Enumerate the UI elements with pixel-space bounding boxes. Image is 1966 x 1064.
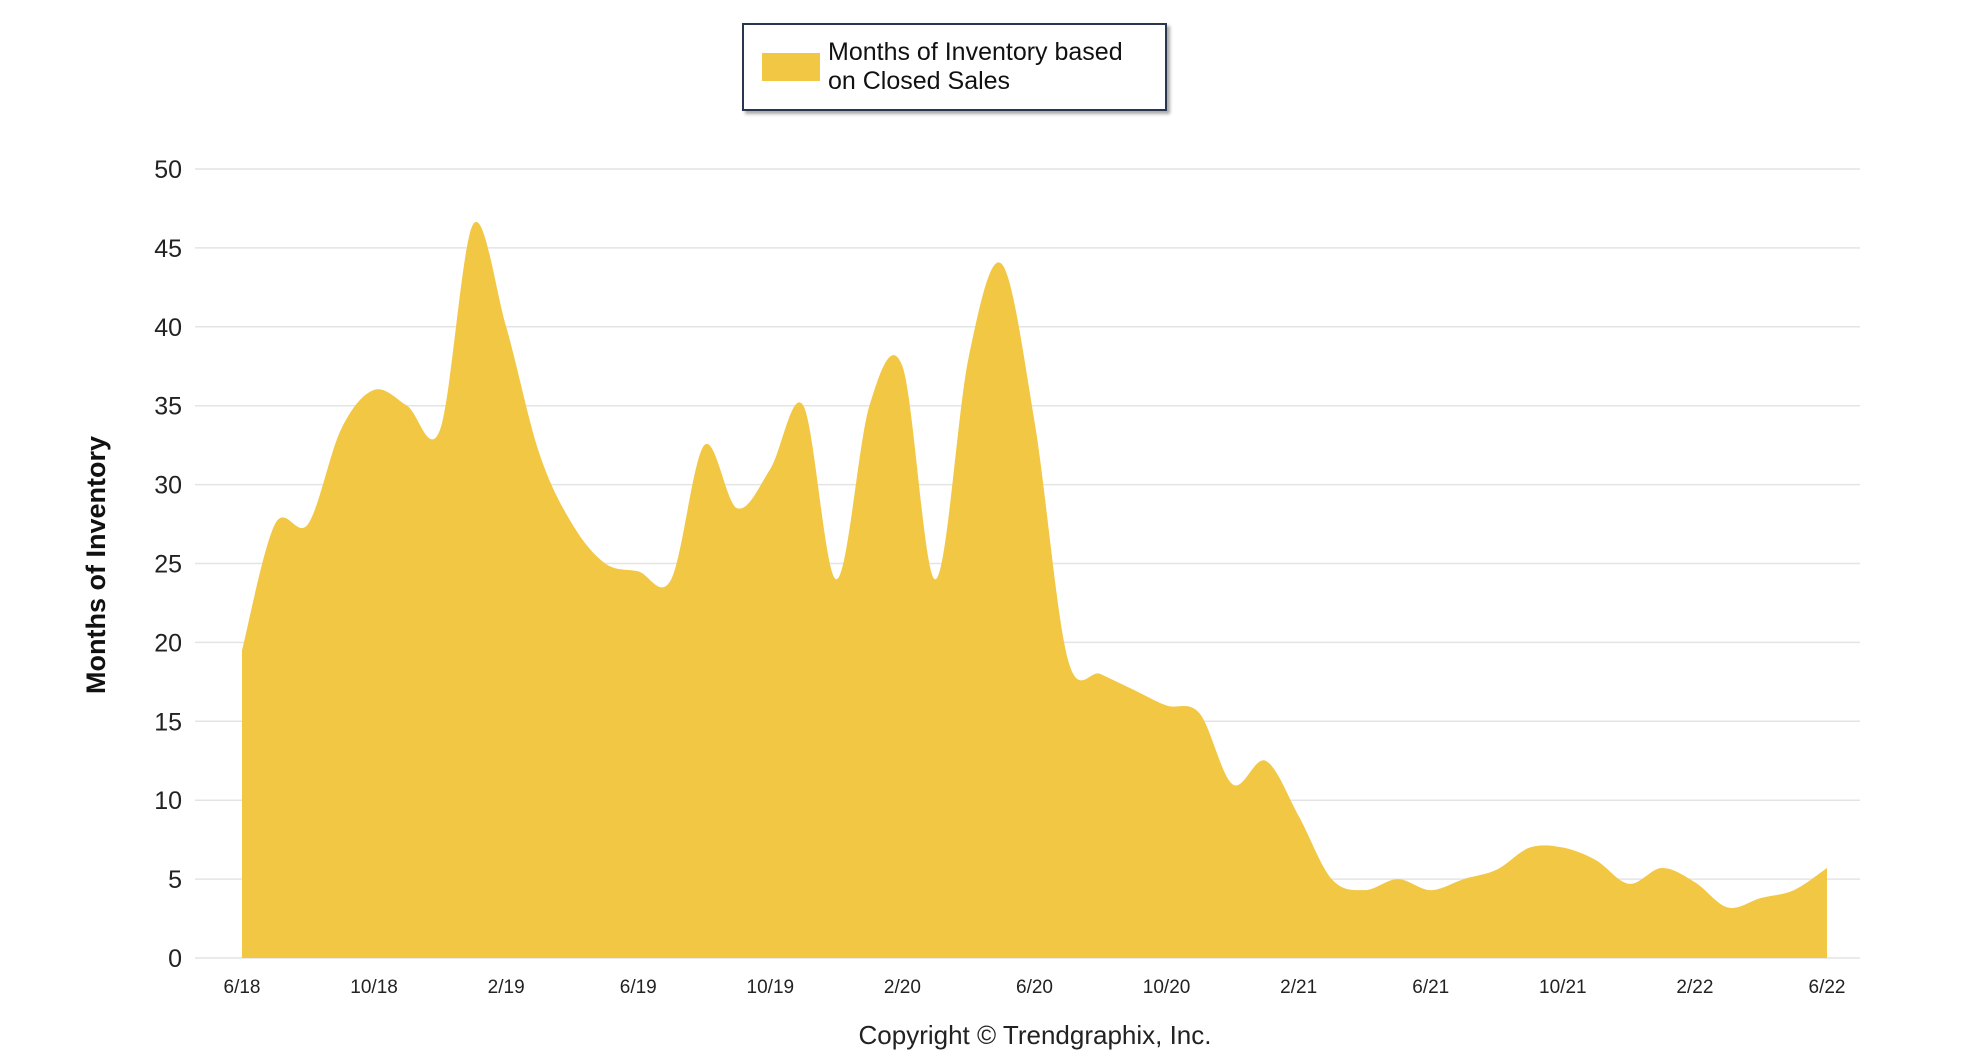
x-tick-label: 10/18 <box>350 977 398 998</box>
y-tick-label: 0 <box>168 945 182 973</box>
y-tick-label: 50 <box>154 156 182 184</box>
x-tick-label: 10/19 <box>747 977 795 998</box>
area <box>242 221 1827 958</box>
copyright: Copyright © Trendgraphix, Inc. <box>859 1020 1212 1050</box>
y-tick-label: 30 <box>154 472 182 500</box>
y-tick-label: 45 <box>154 235 182 263</box>
legend-swatch <box>762 53 820 81</box>
y-tick-label: 25 <box>154 551 182 579</box>
y-tick-label: 15 <box>154 708 182 736</box>
y-tick-label: 20 <box>154 629 182 657</box>
x-tick-label: 6/21 <box>1412 977 1449 998</box>
x-tick-label: 6/18 <box>224 977 261 998</box>
y-axis-title: Months of Inventory <box>81 436 111 694</box>
y-tick-label: 5 <box>168 866 182 894</box>
x-tick-label: 2/21 <box>1280 977 1317 998</box>
x-tick-label: 2/20 <box>884 977 921 998</box>
x-tick-label: 6/20 <box>1016 977 1053 998</box>
x-tick-label: 10/20 <box>1143 977 1191 998</box>
legend-label: Months of Inventory based on Closed Sale… <box>828 38 1123 95</box>
x-tick-label: 2/19 <box>488 977 525 998</box>
x-tick-label: 2/22 <box>1676 977 1713 998</box>
y-tick-label: 35 <box>154 393 182 421</box>
y-tick-label: 40 <box>154 314 182 342</box>
x-tick-label: 10/21 <box>1539 977 1587 998</box>
legend: Months of Inventory based on Closed Sale… <box>742 23 1167 111</box>
x-tick-label: 6/19 <box>620 977 657 998</box>
x-tick-label: 6/22 <box>1809 977 1846 998</box>
y-tick-label: 10 <box>154 787 182 815</box>
